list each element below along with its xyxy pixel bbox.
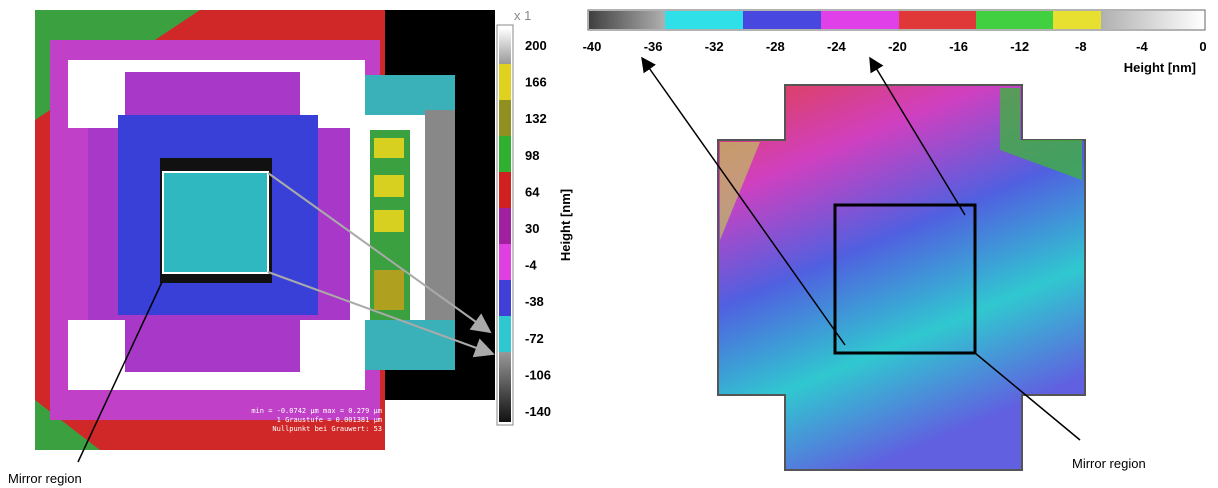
colorbar-tick-label: -28 — [766, 39, 785, 54]
colorbar-tick-label: -36 — [644, 39, 663, 54]
right-height-map — [718, 85, 1085, 470]
colorbar-tick-label: -4 — [1136, 39, 1148, 54]
left-colorbar — [497, 25, 513, 425]
colorbar-tick-label: 132 — [525, 111, 547, 126]
left-height-map — [35, 10, 495, 450]
colorbar-tick-label: -4 — [525, 258, 537, 273]
right-colorbar — [588, 10, 1205, 30]
colorbar-tick-label: -16 — [949, 39, 968, 54]
colorbar-tick-label: 98 — [525, 148, 539, 163]
annotation: Mirror region — [8, 471, 82, 486]
colorbar-tick-label: -140 — [525, 404, 551, 419]
colorbar-tick-label: 200 — [525, 38, 547, 53]
figure: x 1 Height [nm] min = -0.0742 µm max = 0… — [0, 0, 1218, 488]
colorbar-label: Height [nm] — [1124, 60, 1196, 75]
colorbar-tick-label: -40 — [583, 39, 602, 54]
colorbar-tick-label: 64 — [525, 184, 540, 199]
colorbar-tick-label: -8 — [1075, 39, 1087, 54]
colorbar-tick-label: -20 — [888, 39, 907, 54]
scale-factor: x 1 — [514, 8, 531, 23]
info-line: Nullpunkt bei Grauwert: 53 — [272, 425, 382, 433]
colorbar-tick-label: -24 — [827, 39, 847, 54]
colorbar-tick-label: 166 — [525, 75, 547, 90]
annotation: Mirror region — [1072, 456, 1146, 471]
colorbar-tick-label: -12 — [1010, 39, 1029, 54]
colorbar-tick-label: 0 — [1199, 39, 1206, 54]
info-line: min = -0.0742 µm max = 0.279 µm — [251, 407, 382, 415]
info-line: 1 Graustufe = 0.001381 µm — [277, 416, 382, 424]
colorbar-tick-label: -38 — [525, 294, 544, 309]
colorbar-tick-label: -72 — [525, 331, 544, 346]
colorbar-tick-label: -106 — [525, 367, 551, 382]
colorbar-tick-label: -32 — [705, 39, 724, 54]
colorbar-label: Height [nm] — [558, 189, 573, 261]
colorbar-tick-label: 30 — [525, 221, 539, 236]
